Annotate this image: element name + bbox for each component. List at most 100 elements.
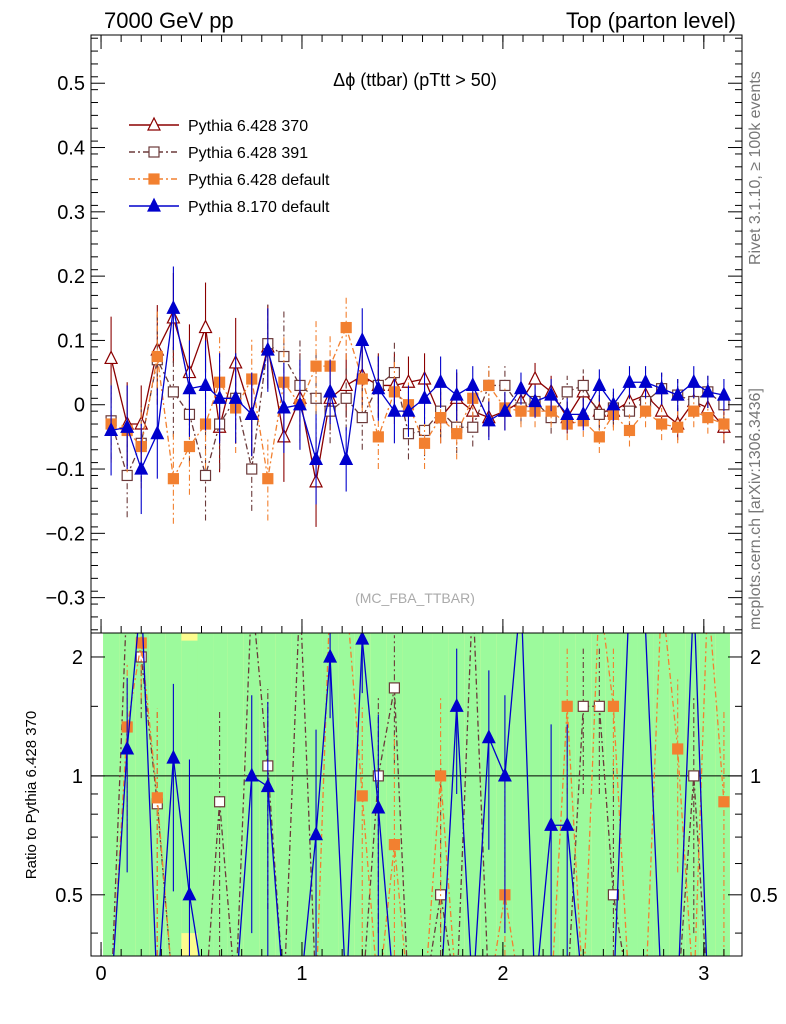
ratio-data-point — [120, 740, 135, 755]
main-data-point — [340, 392, 352, 404]
ratio-data-marks — [112, 633, 730, 956]
main-data-point — [483, 379, 495, 392]
main-data-point — [309, 451, 324, 465]
ratio-data-point — [309, 826, 324, 841]
ratio-band-inner — [275, 633, 292, 956]
main-data-point — [371, 380, 386, 395]
ratio-data-point — [688, 770, 700, 782]
main-data-point — [262, 473, 274, 485]
main-title: Δϕ (ttbar) (pTtt > 50) — [333, 70, 497, 90]
main-data-point — [593, 431, 605, 443]
ratio-band-inner — [338, 633, 355, 956]
main-data-point — [577, 379, 589, 392]
main-data-point — [593, 408, 605, 420]
ratio-data-point — [672, 743, 684, 755]
ratio-data-point — [323, 648, 338, 663]
main-plot: Δϕ (ttbar) (pTtt > 50) (MC_FBA_TTBAR) Py… — [46, 34, 743, 634]
main-ytick-label: 0.3 — [57, 202, 85, 224]
main-data-point — [244, 406, 259, 420]
main-data-point — [481, 412, 496, 427]
ratio-series-line-2 — [113, 633, 708, 956]
main-ytick-label: 0 — [74, 395, 85, 417]
legend-label: Pythia 6.428 370 — [188, 118, 308, 135]
main-data-point — [182, 380, 197, 395]
ratio-clipped-group — [112, 633, 730, 956]
ratio-data-point — [544, 816, 559, 831]
main-data-point — [638, 373, 653, 388]
rivet-label: Rivet 3.1.10, ≥ 100k events — [747, 71, 764, 265]
ratio-axis-ticks: 0.5 0.5 1 1 2 2 0 1 2 3 — [55, 647, 778, 985]
ratio-data-point — [593, 700, 605, 712]
ratio-band-inner — [402, 633, 417, 956]
ratio-band-inner — [527, 633, 544, 956]
main-data-point — [654, 380, 669, 395]
ratio-data-point — [166, 749, 181, 764]
ratio-data-point — [481, 729, 496, 744]
main-data-point — [339, 451, 354, 465]
ratio-band-inner — [291, 633, 308, 956]
main-data-point — [686, 373, 701, 388]
legend-marker — [148, 146, 160, 158]
main-data-point — [528, 393, 543, 408]
ratio-ylabel: Ratio to Pythia 6.428 370 — [23, 711, 40, 879]
main-data-point — [340, 321, 352, 334]
main-data-point — [166, 299, 181, 314]
main-ytick-label: 0.5 — [57, 73, 85, 95]
ratio-ytick-label-left: 2 — [72, 647, 83, 669]
main-data-point — [401, 402, 416, 417]
main-ytick-label: 0.1 — [57, 330, 85, 352]
ratio-xtick-label: 3 — [698, 963, 709, 985]
main-data-point — [449, 386, 464, 401]
main-data-point — [433, 373, 448, 388]
ratio-band-inner — [605, 633, 622, 956]
main-axis-ticks: −0.3 −0.2 −0.1 0 0.1 0.2 0.3 0.4 0.5 — [46, 35, 742, 633]
main-data-point — [606, 396, 621, 411]
ratio-data-point — [355, 633, 370, 645]
ratio-band-inner — [653, 633, 670, 956]
legend-label: Pythia 8.170 default — [188, 199, 330, 216]
main-data-point — [435, 411, 447, 424]
main-data-point — [167, 473, 179, 485]
main-data-point — [670, 386, 685, 401]
legend-marker — [147, 197, 161, 212]
ratio-band-inner — [637, 633, 654, 956]
legend-label: Pythia 6.428 default — [188, 172, 330, 189]
ratio-data-point — [449, 697, 464, 712]
main-data-point — [716, 386, 731, 401]
ratio-band-inner — [197, 633, 214, 956]
main-ytick-label: 0.4 — [57, 138, 85, 160]
ratio-band-inner — [591, 633, 606, 956]
ratio-data-point — [371, 799, 386, 814]
ratio-data-point — [607, 700, 620, 712]
ratio-uncertainty-bands — [103, 633, 730, 956]
ratio-band-inner — [432, 633, 449, 956]
main-data-point — [246, 463, 258, 475]
ratio-data-point — [497, 767, 512, 782]
main-data-point — [497, 402, 512, 417]
ratio-band-inner — [669, 633, 686, 956]
ratio-ytick-label-right: 0.5 — [750, 885, 778, 907]
ratio-data-point — [151, 792, 163, 804]
main-ytick-label: −0.2 — [46, 523, 85, 545]
ratio-band-inner — [575, 633, 592, 956]
main-series-line-3 — [110, 308, 725, 471]
ratio-data-point — [577, 700, 589, 712]
main-data-point — [451, 428, 463, 440]
ratio-xtick-label: 0 — [95, 963, 106, 985]
ratio-plot: 0.5 0.5 1 1 2 2 0 1 2 3 Ratio to Pythia 6.428 370 — [23, 632, 778, 985]
legend-marker — [147, 116, 161, 131]
main-data-point — [260, 341, 275, 356]
ratio-data-point — [356, 790, 368, 802]
ratio-data-point — [607, 889, 620, 901]
ratio-band-inner — [416, 633, 433, 956]
main-data-point — [276, 399, 291, 414]
main-data-point — [467, 421, 479, 433]
main-ytick-label: −0.3 — [46, 588, 85, 610]
main-data-point — [702, 411, 714, 424]
ratio-band-inner — [135, 633, 150, 956]
main-data-point — [134, 460, 149, 475]
main-data-point — [544, 386, 559, 401]
main-data-point — [228, 389, 243, 404]
ratio-ytick-label-left: 0.5 — [55, 885, 83, 907]
